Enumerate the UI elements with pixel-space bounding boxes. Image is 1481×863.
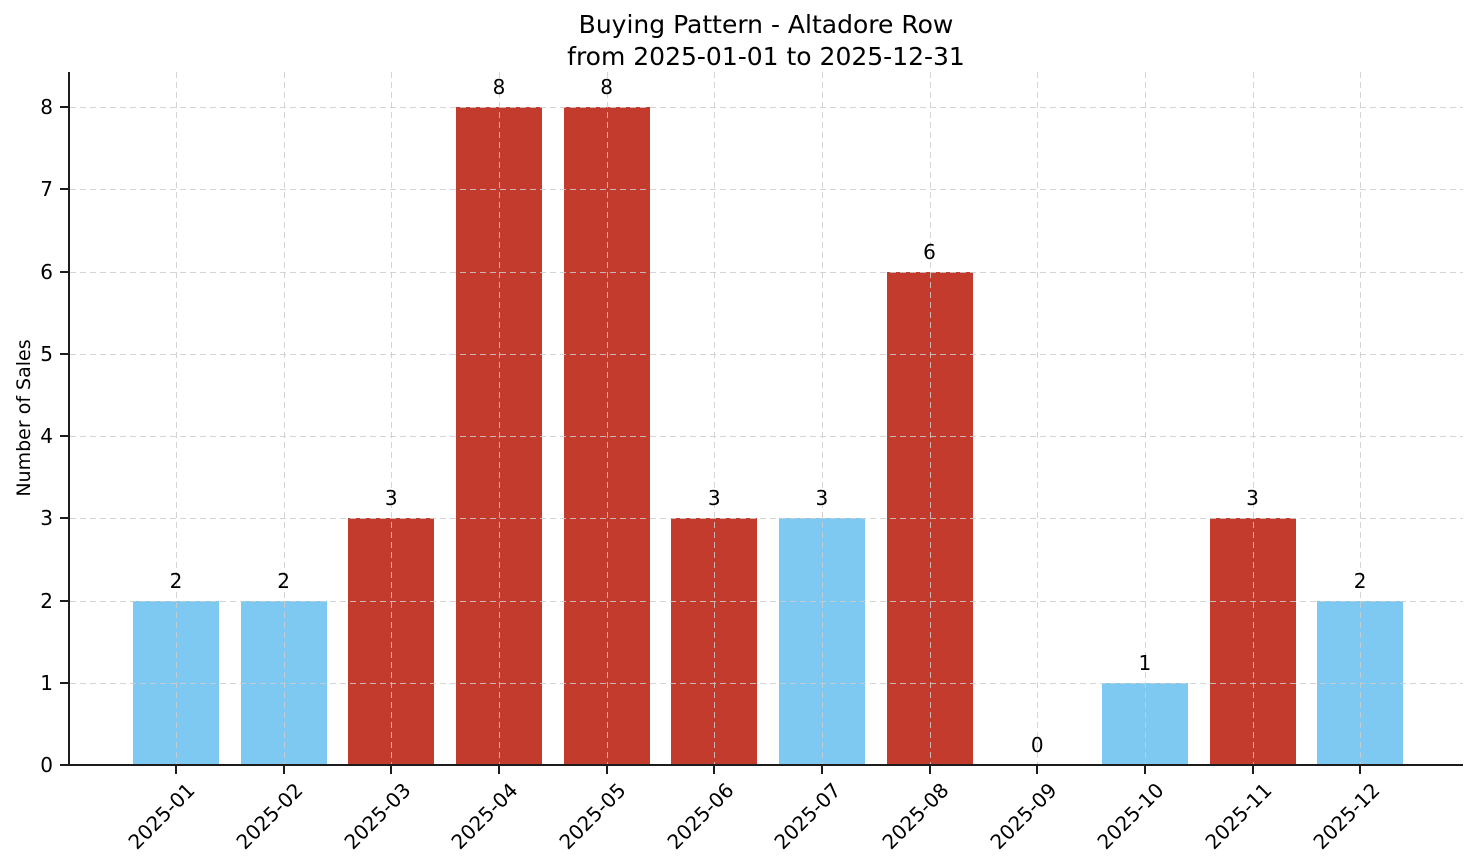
chart-title-block: Buying Pattern - Altadore Row from 2025-… [70, 9, 1462, 73]
x-tickmark-2025-06 [713, 766, 716, 774]
y-tickmark-3 [60, 517, 68, 520]
y-tick-label-0: 0 [40, 753, 53, 777]
y-tickmark-7 [60, 188, 68, 191]
y-tick-label-7: 7 [40, 177, 53, 202]
x-tick-label-2025-11: 2025-11 [1200, 778, 1277, 855]
chart-title: Buying Pattern - Altadore Row [578, 10, 954, 39]
y-axis-spine [68, 72, 70, 766]
x-tick-label-2025-03: 2025-03 [339, 778, 416, 855]
y-tickmark-2 [60, 599, 68, 602]
x-tickmark-2025-09 [1036, 766, 1039, 774]
x-tick-label-2025-04: 2025-04 [446, 778, 523, 855]
bar-value-label-2025-06: 3 [707, 486, 721, 511]
y-tickmark-1 [60, 681, 68, 684]
x-tickmark-2025-01 [175, 766, 177, 774]
gridline-v-2025-04 [498, 72, 500, 765]
x-tickmark-2025-11 [1251, 766, 1254, 774]
x-tickmark-2025-07 [820, 766, 823, 774]
x-axis-spine [68, 764, 1463, 766]
gridline-v-2025-12 [1360, 72, 1362, 765]
y-tickmark-4 [60, 435, 68, 438]
bar-value-label-2025-11: 3 [1246, 486, 1259, 511]
y-tickmark-8 [60, 106, 68, 109]
bar-value-label-2025-05: 8 [600, 75, 613, 100]
y-tick-label-1: 1 [40, 670, 53, 695]
x-tick-label-2025-02: 2025-02 [231, 778, 308, 855]
x-tick-label-2025-12: 2025-12 [1308, 778, 1385, 855]
gridline-v-2025-08 [929, 72, 931, 765]
bar-value-label-2025-01: 2 [169, 568, 183, 593]
bar-value-label-2025-10: 1 [1138, 650, 1152, 675]
bar-value-label-2025-09: 0 [1030, 733, 1044, 757]
y-tickmark-6 [60, 270, 68, 273]
gridline-h-6 [70, 271, 1463, 273]
bar-value-label-2025-02: 2 [277, 568, 290, 593]
gridline-v-2025-09 [1037, 72, 1039, 765]
x-tickmark-2025-04 [497, 766, 500, 774]
gridline-v-2025-05 [606, 72, 608, 765]
gridline-h-1 [70, 682, 1463, 684]
x-tick-label-2025-10: 2025-10 [1092, 778, 1169, 855]
y-tick-label-6: 6 [40, 259, 53, 284]
y-tick-label-3: 3 [40, 506, 53, 531]
y-tick-label-8: 8 [40, 95, 53, 120]
x-tickmark-2025-03 [390, 766, 393, 774]
gridline-v-2025-03 [391, 72, 393, 765]
gridline-v-2025-02 [283, 72, 285, 765]
x-tick-label-2025-01: 2025-01 [123, 778, 200, 855]
bar-value-label-2025-07: 3 [815, 486, 829, 511]
x-tick-label-2025-08: 2025-08 [877, 778, 954, 855]
x-tick-label-2025-06: 2025-06 [662, 778, 739, 855]
y-tick-label-4: 4 [40, 424, 53, 449]
x-tickmark-2025-02 [282, 766, 285, 774]
y-tickmark-5 [60, 352, 68, 355]
x-tickmark-2025-08 [928, 766, 931, 774]
x-tick-label-2025-05: 2025-05 [554, 778, 631, 855]
x-tick-label-2025-07: 2025-07 [769, 778, 846, 855]
x-tickmark-2025-05 [605, 766, 608, 774]
gridline-h-7 [70, 189, 1463, 191]
gridline-h-8 [70, 107, 1463, 109]
gridline-v-2025-06 [714, 72, 716, 765]
y-tick-label-5: 5 [40, 341, 53, 366]
x-tickmark-2025-10 [1143, 766, 1146, 774]
y-tickmark-0 [60, 764, 68, 766]
gridline-v-2025-01 [176, 72, 177, 765]
x-tickmark-2025-12 [1359, 766, 1362, 774]
gridline-h-3 [70, 518, 1463, 520]
gridline-v-2025-10 [1144, 72, 1146, 765]
chart-subtitle: from 2025-01-01 to 2025-12-31 [567, 42, 965, 71]
gridline-h-2 [70, 600, 1463, 602]
bar-value-label-2025-03: 3 [384, 486, 398, 511]
x-tick-label-2025-09: 2025-09 [985, 778, 1062, 855]
gridline-v-2025-07 [821, 72, 823, 765]
gridline-v-2025-11 [1252, 72, 1254, 765]
gridline-h-4 [70, 436, 1463, 438]
bar-value-label-2025-08: 6 [923, 239, 936, 264]
gridline-h-5 [70, 353, 1463, 355]
y-tick-label-2: 2 [40, 588, 53, 613]
bar-value-label-2025-12: 2 [1353, 568, 1367, 593]
bar-value-label-2025-04: 8 [492, 75, 506, 100]
